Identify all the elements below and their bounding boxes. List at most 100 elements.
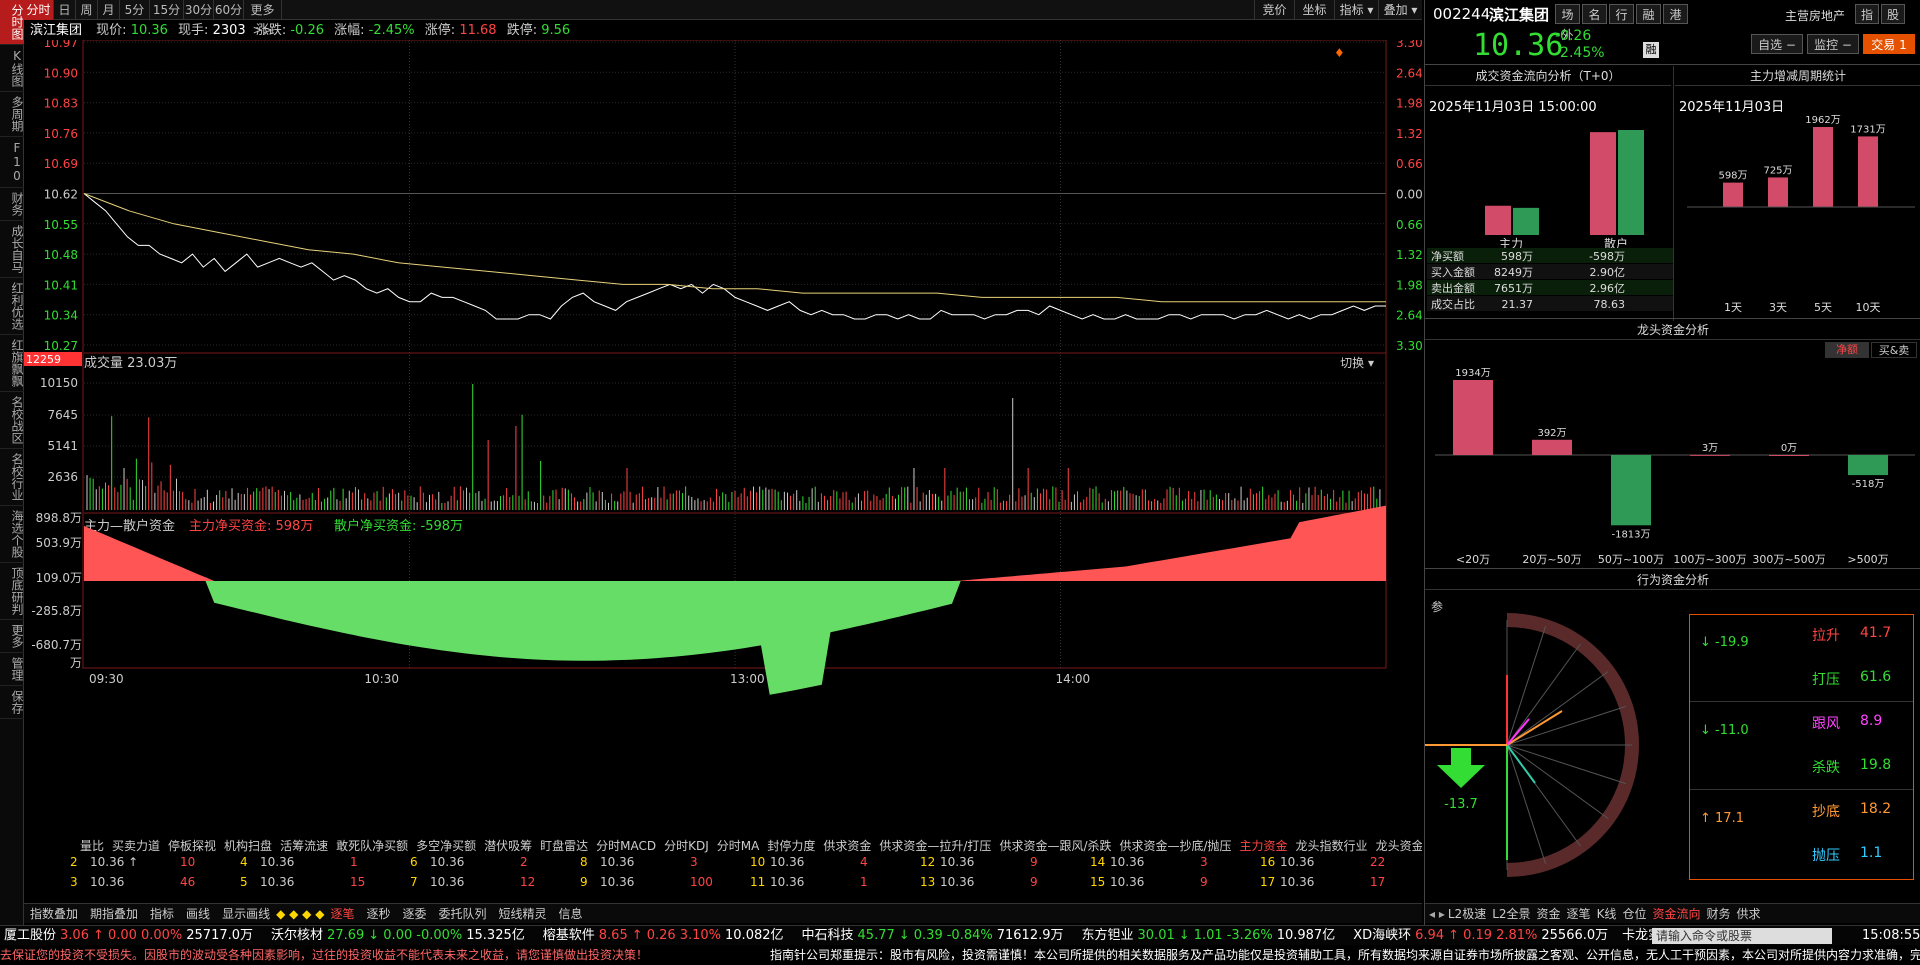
indicator-tab-9[interactable]: 分时MACD — [596, 839, 657, 853]
dial-spoke — [1506, 744, 1609, 819]
ticker-price: 3.06 — [60, 928, 89, 943]
dragon-tab-buysell[interactable]: 买&卖 — [1871, 342, 1917, 358]
tab-prev-icon[interactable]: ◂ ▸ — [1429, 907, 1445, 921]
indicator-tab-19[interactable]: 龙头资金 — [1375, 839, 1422, 853]
bottom-tab-7[interactable]: 逐委 — [402, 907, 427, 921]
stock-tab-4[interactable]: 港 — [1663, 4, 1688, 24]
leftbar-item-11[interactable]: 顶底研判 — [0, 563, 24, 620]
stock-button[interactable]: 股 — [1881, 4, 1905, 24]
indicator-tab-10[interactable]: 分时KDJ — [664, 839, 709, 853]
indicator-tab-3[interactable]: 机构扫盘 — [224, 839, 273, 853]
indicator-tab-12[interactable]: 封停力度 — [767, 839, 816, 853]
period-tab-6[interactable]: 30分 — [184, 0, 214, 20]
bottom-tab-9[interactable]: 短线精灵 — [498, 907, 547, 921]
leftbar-item-1[interactable]: K线图 — [0, 45, 24, 92]
price-axis-label: 10.55 — [44, 218, 78, 232]
dragon-tab-net[interactable]: 净额 — [1825, 342, 1869, 358]
bottom-tab-6[interactable]: 逐秒 — [366, 907, 391, 921]
indicator-tab-6[interactable]: 多空净买额 — [416, 839, 477, 853]
big-change: -0.26 — [1555, 28, 1592, 44]
leftbar-item-7[interactable]: 红旗飘飘 — [0, 335, 24, 392]
toolbar-btn-3[interactable]: 叠加 ▾ — [1378, 0, 1422, 20]
bottom-tab-5[interactable]: 逐笔 — [330, 907, 355, 921]
ticker-name[interactable]: 榕基软件 — [542, 928, 595, 943]
period-chart: 598万 1天 725万 3天 1962万 5天 1731万 10天 — [1687, 115, 1915, 314]
bottom-tab-8[interactable]: 委托队列 — [438, 907, 487, 921]
period-tab-5[interactable]: 15分 — [150, 0, 184, 20]
leftbar-item-4[interactable]: 财务 — [0, 188, 24, 221]
leftbar-item-9[interactable]: 名校行业 — [0, 449, 24, 506]
rank-price: 10.36 — [600, 875, 635, 889]
right-bottom-tab-8[interactable]: 供求 — [1736, 907, 1761, 921]
big-price: 10.36 — [1473, 28, 1564, 63]
period-tab-1[interactable]: 日 — [54, 0, 76, 20]
indicator-tab-15[interactable]: 供求资金—跟风/杀跌 — [999, 839, 1112, 853]
leftbar-item-8[interactable]: 名校战区 — [0, 392, 24, 449]
bottom-tab-0[interactable]: 指数叠加 — [30, 907, 79, 921]
right-bottom-tab-1[interactable]: L2全景 — [1492, 907, 1531, 921]
leftbar-item-2[interactable]: 多周期 — [0, 92, 24, 137]
right-bottom-tab-2[interactable]: 资金 — [1536, 907, 1561, 921]
ticker-name[interactable]: XD海峡环 — [1353, 928, 1412, 943]
indicator-tab-5[interactable]: 敢死队净买额 — [336, 839, 409, 853]
ticker-name[interactable]: 沃尔核材 — [271, 928, 324, 943]
right-bottom-tab-5[interactable]: 仓位 — [1622, 907, 1647, 921]
period-tab-4[interactable]: 5分 — [120, 0, 150, 20]
ticker-name[interactable]: 东方钽业 — [1081, 928, 1134, 943]
right-bottom-tab-0[interactable]: L2极速 — [1447, 907, 1487, 921]
leftbar-item-0[interactable]: 分时图 — [0, 0, 24, 45]
stock-tab-2[interactable]: 行 — [1609, 4, 1634, 24]
indicator-tab-4[interactable]: 活筹流速 — [280, 839, 329, 853]
stock-tab-0[interactable]: 场外 — [1555, 4, 1580, 42]
period-tab-3[interactable]: 月 — [98, 0, 120, 20]
indicator-tab-13[interactable]: 供求资金 — [823, 839, 872, 853]
monitor-button[interactable]: 监控 − — [1807, 34, 1859, 54]
leftbar-item-3[interactable]: F10 — [0, 137, 24, 188]
indicator-tab-1[interactable]: 买卖力道 — [112, 839, 161, 853]
bottom-tab-4[interactable]: 显示画线 — [222, 907, 271, 921]
indicator-tab-7[interactable]: 潜伏吸筹 — [484, 839, 533, 853]
watchlist-button[interactable]: 自选 − — [1751, 34, 1803, 54]
trade-button[interactable]: 交易 1 — [1863, 34, 1915, 54]
toolbar-btn-0[interactable]: 竞价 — [1254, 0, 1294, 20]
toolbar-btn-1[interactable]: 坐标 — [1294, 0, 1334, 20]
leftbar-item-12[interactable]: 更多 — [0, 620, 24, 653]
ticker-name[interactable]: 中石科技 — [801, 928, 854, 943]
leftbar-item-5[interactable]: 成长自马 — [0, 221, 24, 278]
bottom-tab-3[interactable]: 画线 — [186, 907, 211, 921]
indicator-tab-14[interactable]: 供求资金—拉升/打压 — [879, 839, 992, 853]
right-bottom-tab-6[interactable]: 资金流向 — [1652, 907, 1701, 921]
right-bottom-tab-3[interactable]: 逐笔 — [1566, 907, 1591, 921]
intraday-chart[interactable]: 10.97 3.30% 10.90 2.64% 10.83 1.98% 10.76 1.32%… — [24, 40, 1422, 843]
leftbar-item-14[interactable]: 保存 — [0, 686, 24, 719]
bottom-tab-2[interactable]: 指标 — [150, 907, 175, 921]
period-tab-8[interactable]: 更多>> — [244, 0, 282, 37]
indicator-tab-2[interactable]: 停板探视 — [168, 839, 217, 853]
index-button[interactable]: 指 — [1855, 4, 1879, 24]
leftbar-item-13[interactable]: 管理 — [0, 653, 24, 686]
indicator-tab-16[interactable]: 供求资金—抄底/抛压 — [1119, 839, 1232, 853]
rank-price: 10.36 — [1110, 855, 1145, 869]
indicator-tab-18[interactable]: 龙头指数行业 — [1295, 839, 1368, 853]
period-tab-2[interactable]: 周 — [76, 0, 98, 20]
bottom-tab-1[interactable]: 期指叠加 — [90, 907, 139, 921]
ticker-name[interactable]: 厦工股份 — [4, 928, 57, 943]
indicator-tab-11[interactable]: 分时MA — [716, 839, 760, 853]
indicator-tab-0[interactable]: 量比 — [80, 839, 105, 853]
stock-tab-3[interactable]: 融 — [1636, 4, 1661, 24]
command-search-input[interactable]: 请输入命令或股票 — [1652, 928, 1832, 944]
indicator-tab-8[interactable]: 盯盘雷达 — [540, 839, 589, 853]
leftbar-item-10[interactable]: 海选个股 — [0, 506, 24, 563]
period-date: 2025年11月03日 — [1679, 100, 1785, 115]
leftbar-item-6[interactable]: 红利优选 — [0, 278, 24, 335]
right-bottom-tab-4[interactable]: K线 — [1596, 907, 1617, 921]
rank-count: 1 — [860, 875, 868, 889]
period-tab-0[interactable]: 分时 — [24, 0, 54, 20]
bottom-tab-10[interactable]: 信息 — [558, 907, 583, 921]
indicator-tab-17[interactable]: 主力资金 — [1239, 839, 1288, 853]
period-tab-7[interactable]: 60分 — [214, 0, 244, 20]
right-bottom-tab-7[interactable]: 财务 — [1706, 907, 1731, 921]
price-axis-label: 10.97 — [44, 40, 78, 50]
toolbar-btn-2[interactable]: 指标 ▾ — [1334, 0, 1378, 20]
stock-tab-1[interactable]: 名 — [1582, 4, 1607, 24]
